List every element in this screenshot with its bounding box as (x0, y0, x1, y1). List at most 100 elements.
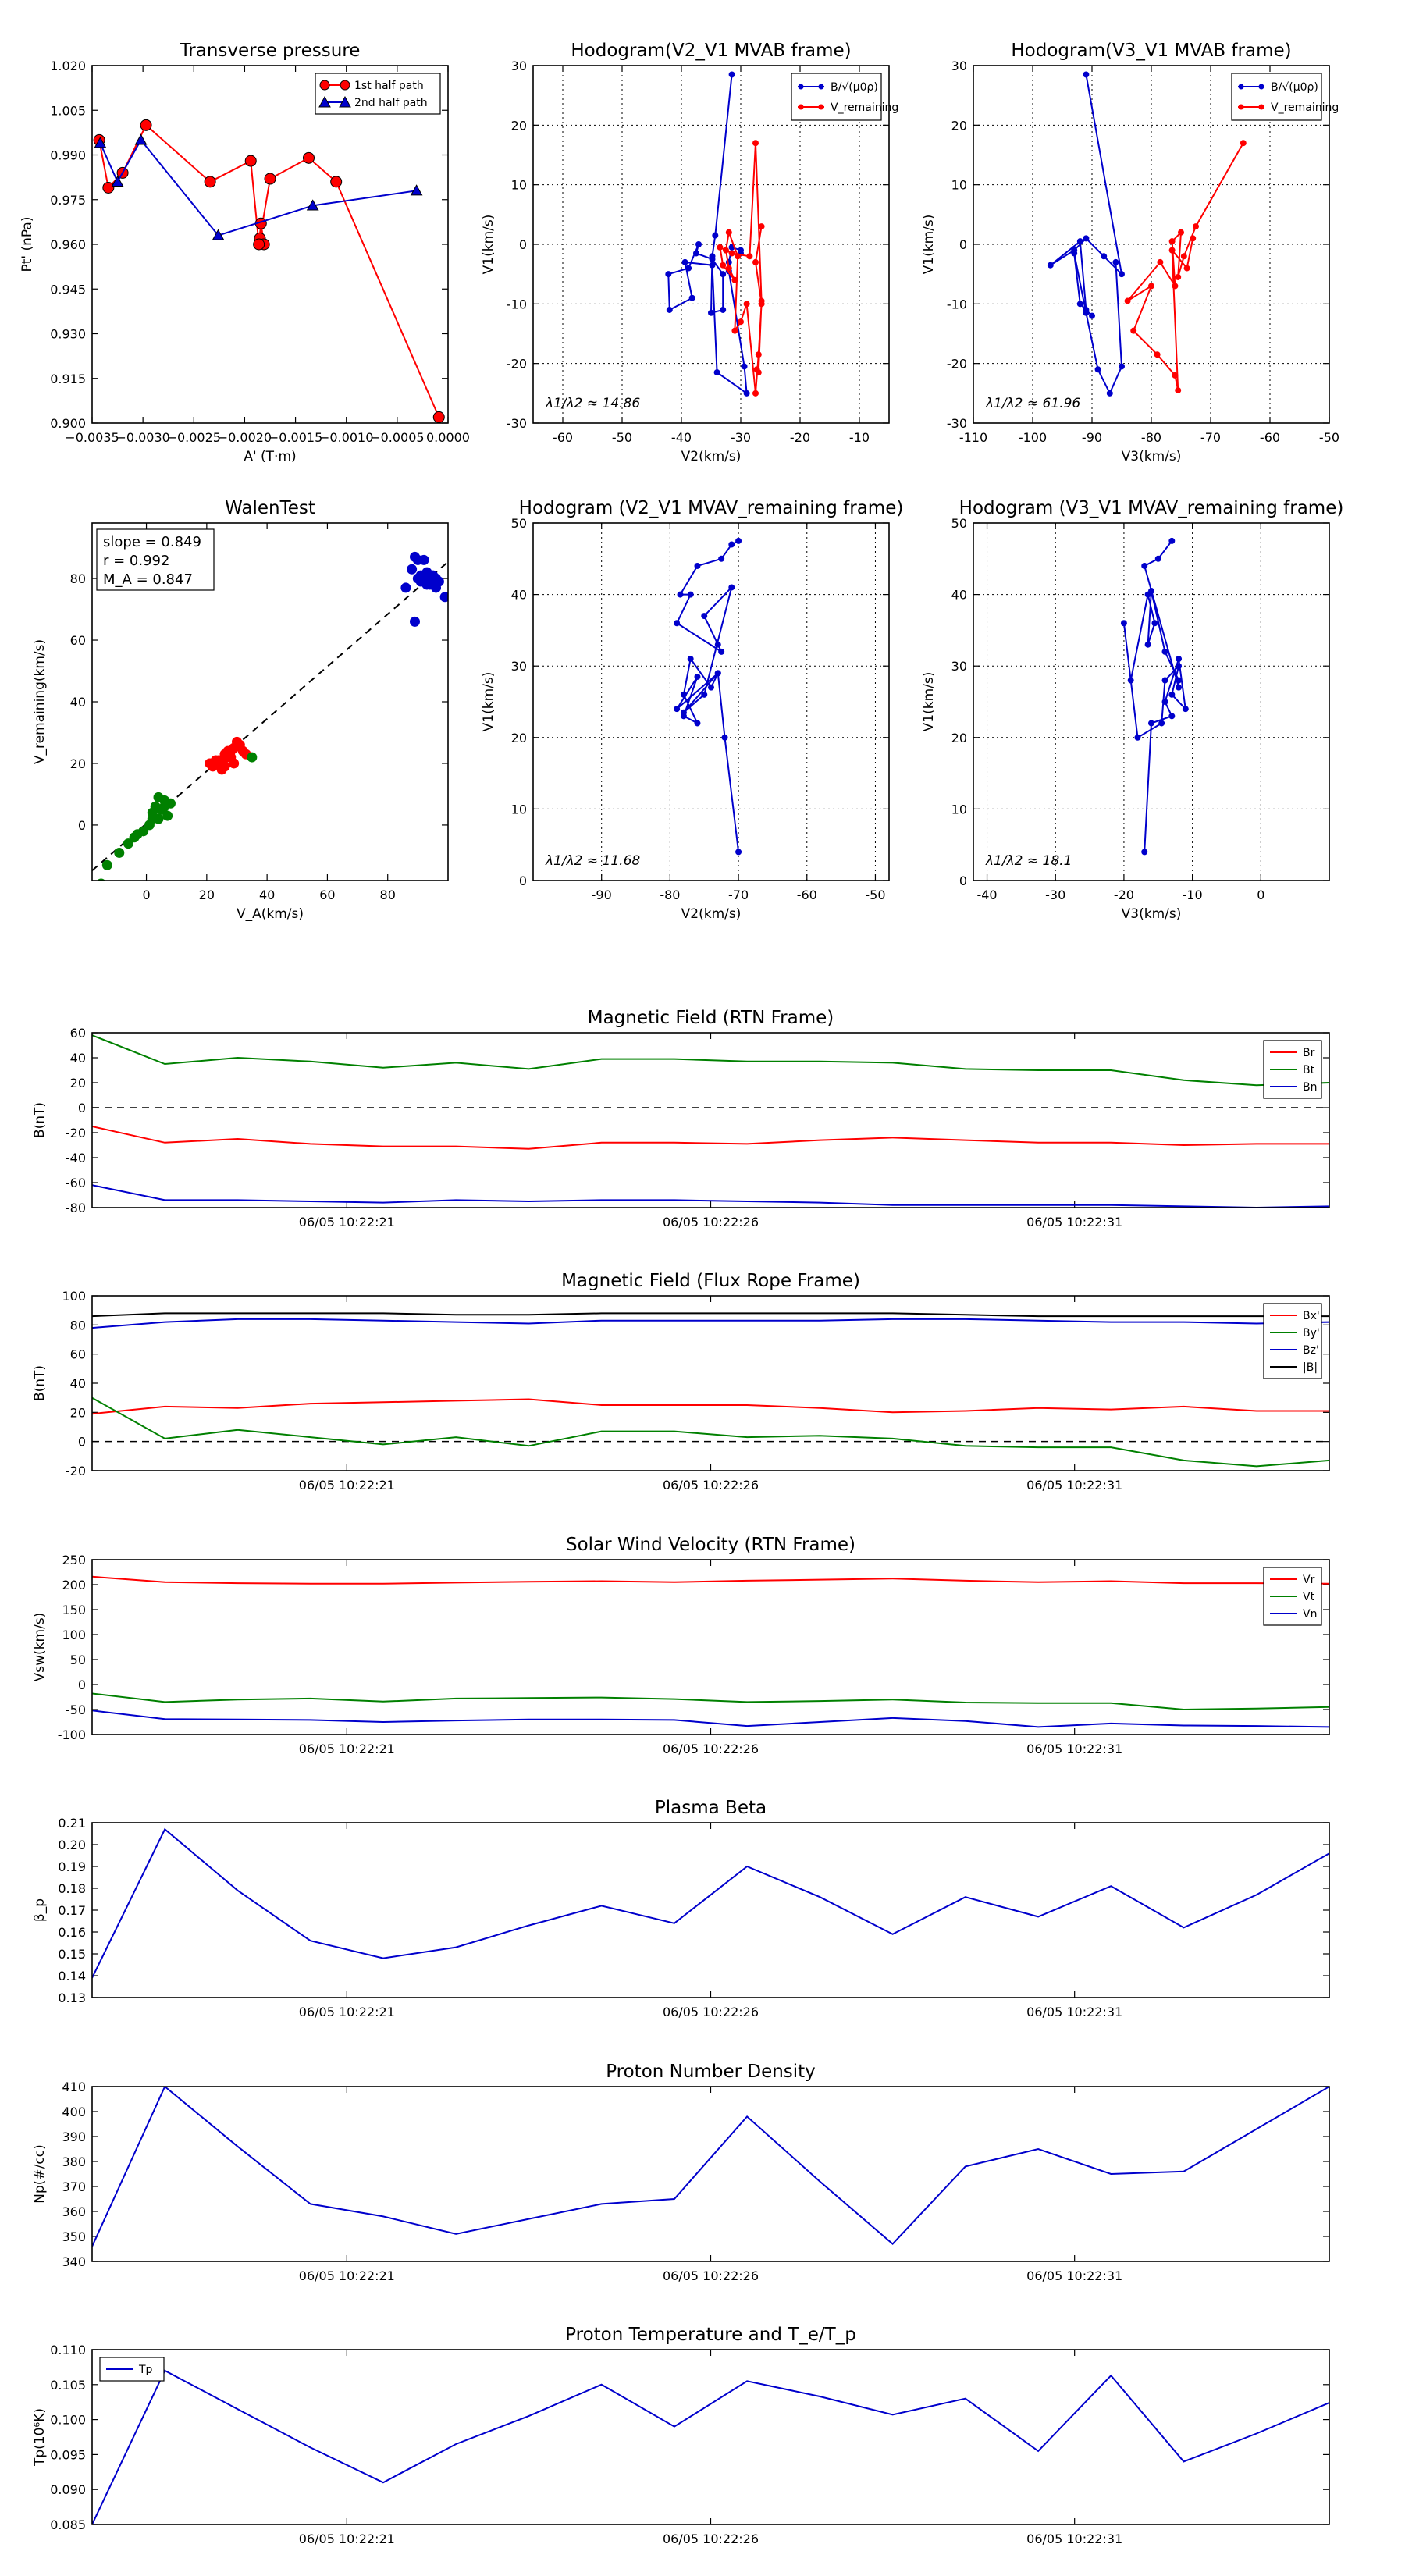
chart-ts3: Solar Wind Velocity (RTN Frame) -100 -50 0 5… (32, 1535, 1330, 1756)
data-point (720, 271, 727, 278)
y-tick-label: 150 (62, 1603, 86, 1617)
data-point (1172, 283, 1179, 290)
x-tick-label: -90 (1082, 430, 1102, 445)
x-tick-label: -50 (612, 430, 632, 445)
legend-label: V_remaining (831, 101, 898, 114)
x-tick-label: -80 (660, 888, 680, 902)
x-tick-label: −0.0005 (370, 430, 424, 445)
y-tick-label: 350 (62, 2229, 86, 2244)
x-tick-label: 06/05 10:22:26 (663, 1215, 759, 1229)
data-point (1071, 250, 1078, 257)
y-axis-label: B(nT) (32, 1365, 48, 1401)
y-tick-label: 410 (62, 2080, 86, 2094)
legend-box (315, 73, 441, 115)
y-axis-label: V1(km/s) (481, 215, 496, 275)
chart-title: Hodogram(V3_V1 MVAB frame) (1011, 41, 1291, 61)
legend-label: B/√(μ0ρ) (1271, 81, 1318, 94)
y-tick-label: 50 (511, 516, 527, 531)
x-tick-label: -80 (1141, 430, 1161, 445)
y-tick-label: 0 (959, 873, 967, 888)
y-tick-label: 0 (78, 1678, 86, 1692)
data-point (755, 351, 762, 358)
legend-marker (340, 80, 350, 91)
data-point (418, 573, 429, 584)
series-line (92, 1692, 1329, 1711)
data-point (718, 648, 725, 655)
x-axis-label: V2(km/s) (681, 449, 742, 464)
y-tick-label: 20 (70, 1076, 86, 1091)
plot-frame (532, 522, 890, 881)
chart-title: Magnetic Field (Flux Rope Frame) (561, 1271, 860, 1291)
y-tick-label: 0.18 (58, 1881, 86, 1896)
data-point (680, 709, 687, 716)
x-tick-label: −0.0025 (167, 430, 221, 445)
y-tick-label: 0 (78, 1101, 86, 1115)
y-tick-label: 0.090 (50, 2482, 86, 2497)
data-point (94, 137, 107, 148)
legend-label: Vn (1303, 1608, 1317, 1621)
plot-frame (532, 65, 890, 424)
chart-ts6: Proton Temperature and T_e/T_p 0.085 0.090… (32, 2325, 1330, 2546)
legend-label: V_remaining (1271, 101, 1339, 114)
data-point (720, 262, 727, 269)
x-tick-label: -110 (959, 430, 987, 445)
x-tick-label: 0 (142, 888, 150, 902)
data-point (1176, 677, 1183, 684)
y-axis-label: Vsw(km/s) (32, 1613, 48, 1682)
series-line (99, 138, 417, 237)
data-point (431, 582, 442, 593)
data-point (1161, 648, 1168, 655)
y-tick-label: 30 (511, 659, 527, 674)
data-point (725, 265, 732, 272)
data-point (743, 301, 750, 308)
data-point (1176, 684, 1183, 691)
data-point (1134, 734, 1141, 741)
y-tick-label: 30 (951, 659, 967, 674)
x-tick-label: -20 (790, 430, 810, 445)
y-tick-label: 10 (511, 178, 527, 193)
x-tick-label: -40 (671, 430, 692, 445)
data-point (418, 554, 429, 565)
data-point (1161, 699, 1168, 705)
data-point (1130, 327, 1137, 334)
data-point (1083, 71, 1090, 78)
legend-marker (1238, 104, 1244, 110)
data-point (728, 250, 735, 257)
x-tick-label: -50 (1319, 430, 1339, 445)
y-tick-label: 0.945 (50, 282, 86, 297)
chart-title: Hodogram (V3_V1 MVAV_remaining frame) (959, 498, 1344, 518)
x-tick-label: 80 (380, 888, 396, 902)
y-tick-label: 0.900 (50, 416, 86, 431)
data-point (741, 363, 748, 370)
data-point (1112, 258, 1119, 265)
data-point (708, 309, 714, 316)
x-axis-label: A' (T·m) (244, 449, 296, 464)
data-point (1127, 677, 1134, 684)
y-tick-label: 0.930 (50, 327, 86, 342)
x-tick-label: -60 (1260, 430, 1280, 445)
x-tick-label: -40 (976, 888, 997, 902)
legend-marker (1258, 84, 1264, 90)
series-line (92, 2087, 1329, 2247)
x-tick-label: 06/05 10:22:26 (663, 2268, 759, 2283)
x-tick-label: 06/05 10:22:31 (1026, 1478, 1122, 1493)
data-point (439, 592, 448, 603)
data-point (752, 258, 759, 265)
data-point (735, 253, 742, 260)
y-tick-label: 0.17 (58, 1903, 86, 1918)
data-point (253, 238, 265, 251)
data-point (1175, 273, 1182, 280)
x-tick-label: 06/05 10:22:31 (1026, 2005, 1122, 2019)
y-tick-label: 60 (70, 1347, 86, 1362)
legend-label: Bn (1303, 1081, 1317, 1094)
y-tick-label: 20 (70, 1405, 86, 1420)
data-point (1168, 691, 1176, 698)
legend-label: |B| (1303, 1361, 1318, 1374)
series-line (92, 1397, 1329, 1468)
y-tick-label: 0.20 (58, 1838, 86, 1852)
data-point (1047, 262, 1054, 269)
y-tick-label: 0.085 (50, 2517, 86, 2532)
legend-label: Br (1303, 1047, 1315, 1059)
y-tick-label: -40 (66, 1151, 86, 1165)
x-tick-label: 06/05 10:22:31 (1026, 2268, 1122, 2283)
